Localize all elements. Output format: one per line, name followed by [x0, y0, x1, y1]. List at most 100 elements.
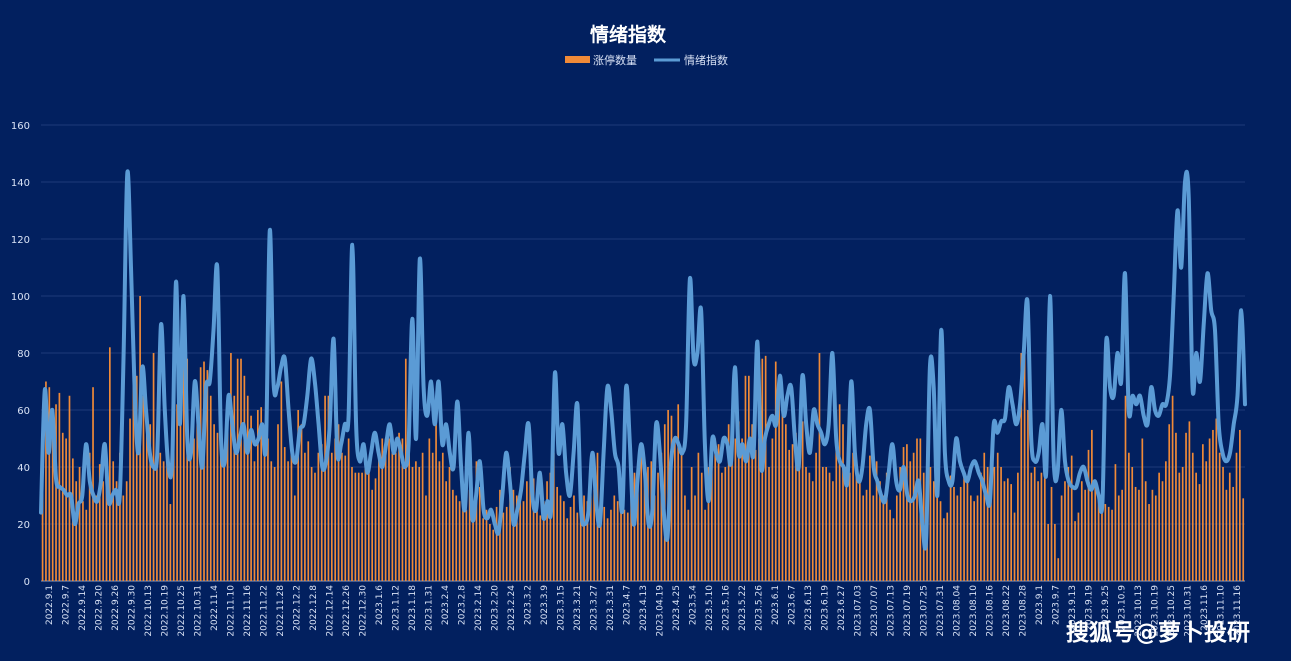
limit-up-bar	[825, 467, 828, 581]
limit-up-bar	[1168, 424, 1171, 581]
limit-up-bar	[219, 444, 222, 581]
limit-up-bar	[529, 472, 532, 581]
limit-up-bar	[593, 489, 595, 581]
limit-up-bar	[542, 501, 545, 581]
limit-up-bar	[694, 495, 696, 581]
limit-up-bar	[1181, 467, 1184, 581]
limit-up-bar	[1000, 467, 1002, 581]
limit-up-bar	[522, 501, 525, 581]
limit-up-bar	[583, 495, 585, 581]
x-tick-label: 2023.07.13	[886, 585, 896, 637]
limit-up-bar	[186, 358, 189, 581]
limit-up-bar	[1144, 481, 1147, 581]
limit-up-bar	[206, 370, 209, 581]
x-tick-label: 2023.2.4	[441, 585, 451, 625]
limit-up-bar	[209, 395, 212, 581]
x-tick-label: 2023.10.13	[1134, 585, 1144, 637]
limit-up-bar	[724, 467, 727, 581]
limit-up-bar	[378, 452, 380, 581]
x-tick-label: 2023.1.12	[392, 585, 402, 631]
limit-up-bar	[586, 501, 589, 581]
limit-up-bar	[88, 452, 91, 581]
limit-up-bar	[1104, 504, 1107, 581]
x-tick-label: 2022.11.4	[210, 585, 220, 631]
limit-up-bar	[391, 452, 394, 581]
limit-up-bar	[956, 495, 959, 581]
limit-up-bar	[640, 452, 643, 581]
limit-up-bar	[633, 472, 636, 581]
limit-up-bar	[489, 524, 491, 581]
limit-up-bar	[330, 452, 333, 581]
x-tick-label: 2023.3.21	[573, 585, 583, 631]
limit-up-bar	[536, 504, 538, 581]
limit-up-bar	[684, 495, 686, 581]
limit-up-bar	[879, 481, 881, 581]
limit-up-bar	[569, 506, 572, 581]
limit-up-bar	[246, 395, 249, 581]
limit-up-bar	[603, 506, 606, 581]
limit-up-bar	[448, 467, 451, 581]
limit-up-bar	[966, 478, 969, 581]
limit-up-bar	[1027, 410, 1029, 581]
limit-up-bar	[764, 355, 767, 581]
limit-up-bar	[811, 481, 814, 581]
limit-up-bar	[916, 438, 918, 581]
limit-up-bar	[256, 410, 259, 581]
sentiment-line	[39, 169, 1247, 551]
limit-up-bar	[549, 472, 552, 581]
limit-up-bar	[892, 518, 895, 581]
limit-up-bar	[462, 509, 464, 581]
limit-up-bar	[751, 424, 754, 581]
x-axis-ticks: 2022.9.1 2022.9.7 2022.9.14 2022.9.20 2022.9…	[45, 585, 1243, 637]
limit-up-bar	[848, 472, 851, 581]
limit-up-bar	[744, 375, 747, 581]
limit-up-bar	[556, 486, 558, 581]
limit-up-bar	[711, 452, 713, 581]
limit-up-bar	[478, 486, 481, 581]
limit-up-bar	[199, 367, 202, 581]
limit-up-bar	[1006, 478, 1009, 581]
limit-up-bar	[65, 438, 67, 581]
limit-up-bar	[969, 495, 972, 581]
limit-up-bar	[616, 501, 619, 581]
limit-up-bars	[41, 296, 1245, 581]
limit-up-bar	[714, 438, 717, 581]
limit-up-bar	[1010, 484, 1013, 581]
limit-up-bar	[690, 467, 693, 581]
limit-up-bar	[344, 455, 347, 581]
limit-up-bar	[1191, 452, 1194, 581]
limit-up-bar	[1235, 452, 1238, 581]
limit-up-bar	[1003, 481, 1006, 581]
limit-up-bar	[230, 353, 232, 581]
limit-up-bar	[717, 444, 720, 581]
x-tick-label: 2023.10.9	[1117, 585, 1127, 631]
legend-label-sentiment: 情绪指数	[684, 53, 728, 67]
x-tick-label: 2022.12.8	[309, 585, 319, 631]
limit-up-bar	[899, 467, 902, 581]
limit-up-bar	[1054, 524, 1056, 581]
limit-up-bar	[441, 452, 444, 581]
x-tick-label: 2023.6.7	[787, 585, 797, 625]
limit-up-bar	[1033, 467, 1036, 581]
x-tick-label: 2023.9.7	[1051, 585, 1061, 625]
limit-up-bar	[674, 438, 676, 581]
limit-up-bar	[600, 489, 602, 581]
limit-up-bar	[334, 438, 337, 581]
limit-up-bar	[1128, 452, 1130, 581]
limit-up-bar	[902, 447, 905, 581]
limit-up-bar	[835, 410, 838, 581]
x-tick-label: 2023.07.25	[919, 585, 929, 637]
limit-up-bar	[895, 495, 898, 581]
limit-up-bar	[734, 438, 737, 581]
limit-up-bar	[949, 475, 952, 581]
x-tick-label: 2023.08.04	[952, 585, 962, 637]
limit-up-bar	[75, 481, 78, 581]
x-tick-label: 2022.11.28	[276, 585, 286, 637]
limit-up-bar	[1178, 472, 1181, 581]
limit-up-bar	[475, 461, 478, 581]
limit-up-bar	[1107, 506, 1110, 581]
x-tick-label: 2023.11.10	[1216, 585, 1226, 637]
limit-up-bar	[737, 421, 740, 581]
limit-up-bar	[1030, 472, 1033, 581]
